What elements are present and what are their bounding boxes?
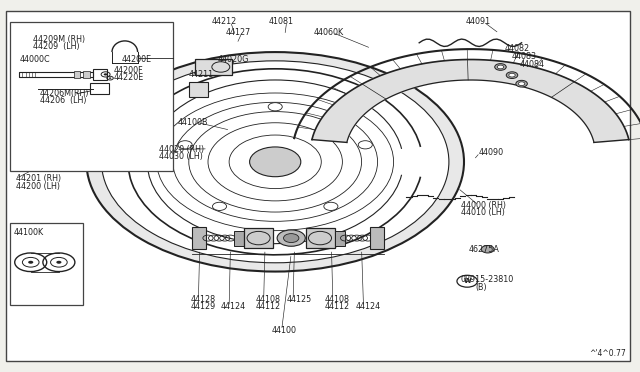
Text: 44124: 44124: [221, 302, 246, 311]
Bar: [90, 83, 109, 94]
Circle shape: [277, 230, 305, 246]
Bar: [93, 69, 107, 80]
Circle shape: [86, 52, 464, 272]
Bar: [370, 227, 384, 249]
Text: 44108: 44108: [256, 295, 281, 304]
Bar: [83, 71, 90, 78]
Circle shape: [109, 77, 111, 79]
Text: 44129: 44129: [191, 302, 216, 311]
Bar: [10, 22, 173, 171]
Text: 44209M (RH): 44209M (RH): [33, 35, 85, 44]
Text: 44108: 44108: [325, 295, 350, 304]
Text: 44020G: 44020G: [218, 55, 249, 64]
Text: 44206  (LH): 44206 (LH): [40, 96, 86, 105]
Circle shape: [497, 65, 504, 69]
Text: 44200F: 44200F: [114, 66, 143, 75]
Circle shape: [56, 261, 61, 264]
Text: 44020 (RH): 44020 (RH): [159, 145, 204, 154]
Text: 44060K: 44060K: [314, 28, 344, 37]
Text: 44201 (RH): 44201 (RH): [16, 174, 61, 183]
Bar: [74, 71, 80, 78]
Circle shape: [284, 234, 299, 243]
Text: 44112: 44112: [256, 302, 281, 311]
Circle shape: [358, 141, 372, 149]
Text: 44010 (LH): 44010 (LH): [461, 208, 505, 217]
Text: 44211: 44211: [189, 70, 214, 79]
Bar: [19, 72, 93, 77]
Circle shape: [102, 61, 449, 263]
Text: 44030 (LH): 44030 (LH): [159, 153, 203, 161]
Polygon shape: [312, 60, 629, 142]
Bar: [10, 223, 83, 305]
Text: W: W: [463, 278, 471, 284]
Text: 44083: 44083: [512, 52, 537, 61]
Text: 44220E: 44220E: [114, 73, 144, 82]
Circle shape: [518, 82, 525, 86]
Circle shape: [457, 275, 477, 287]
Circle shape: [250, 147, 301, 177]
Circle shape: [324, 202, 338, 211]
Bar: [189, 82, 208, 97]
Text: 44100K: 44100K: [14, 228, 44, 237]
Text: 44090: 44090: [479, 148, 504, 157]
Text: 08915-23810: 08915-23810: [461, 275, 514, 284]
Text: 41081: 41081: [269, 17, 294, 26]
Text: 44124: 44124: [355, 302, 380, 311]
Text: 44100: 44100: [272, 326, 297, 335]
Text: 44209  (LH): 44209 (LH): [33, 42, 80, 51]
Text: 46275A: 46275A: [468, 246, 499, 254]
Text: 44125: 44125: [287, 295, 312, 304]
Circle shape: [506, 72, 518, 78]
Circle shape: [509, 73, 515, 77]
Circle shape: [104, 73, 108, 76]
Text: 44206M(RH): 44206M(RH): [40, 89, 89, 97]
Bar: [192, 227, 206, 249]
Text: 44084: 44084: [520, 60, 545, 69]
Text: 44091: 44091: [466, 17, 491, 26]
Bar: [195, 59, 232, 75]
Text: (B): (B): [475, 283, 486, 292]
Text: 44128: 44128: [191, 295, 216, 304]
Circle shape: [516, 80, 527, 87]
Text: 44200E: 44200E: [122, 55, 152, 64]
Circle shape: [268, 103, 282, 111]
Text: 44212: 44212: [211, 17, 236, 26]
Circle shape: [28, 261, 33, 264]
Text: ^'4^0.77: ^'4^0.77: [589, 349, 626, 358]
Bar: [244, 228, 273, 248]
Text: 44127: 44127: [225, 28, 250, 37]
Bar: [335, 231, 345, 246]
Circle shape: [212, 202, 227, 211]
Text: 44100B: 44100B: [178, 118, 209, 126]
Bar: [306, 228, 335, 248]
Circle shape: [495, 64, 506, 70]
Text: 44000 (RH): 44000 (RH): [461, 201, 506, 210]
Bar: [234, 231, 244, 246]
Text: 44082: 44082: [504, 44, 529, 53]
Circle shape: [178, 141, 192, 149]
Circle shape: [481, 246, 494, 253]
Text: 44112: 44112: [325, 302, 350, 311]
Text: 44200 (LH): 44200 (LH): [16, 182, 60, 190]
Text: 44000C: 44000C: [19, 55, 50, 64]
